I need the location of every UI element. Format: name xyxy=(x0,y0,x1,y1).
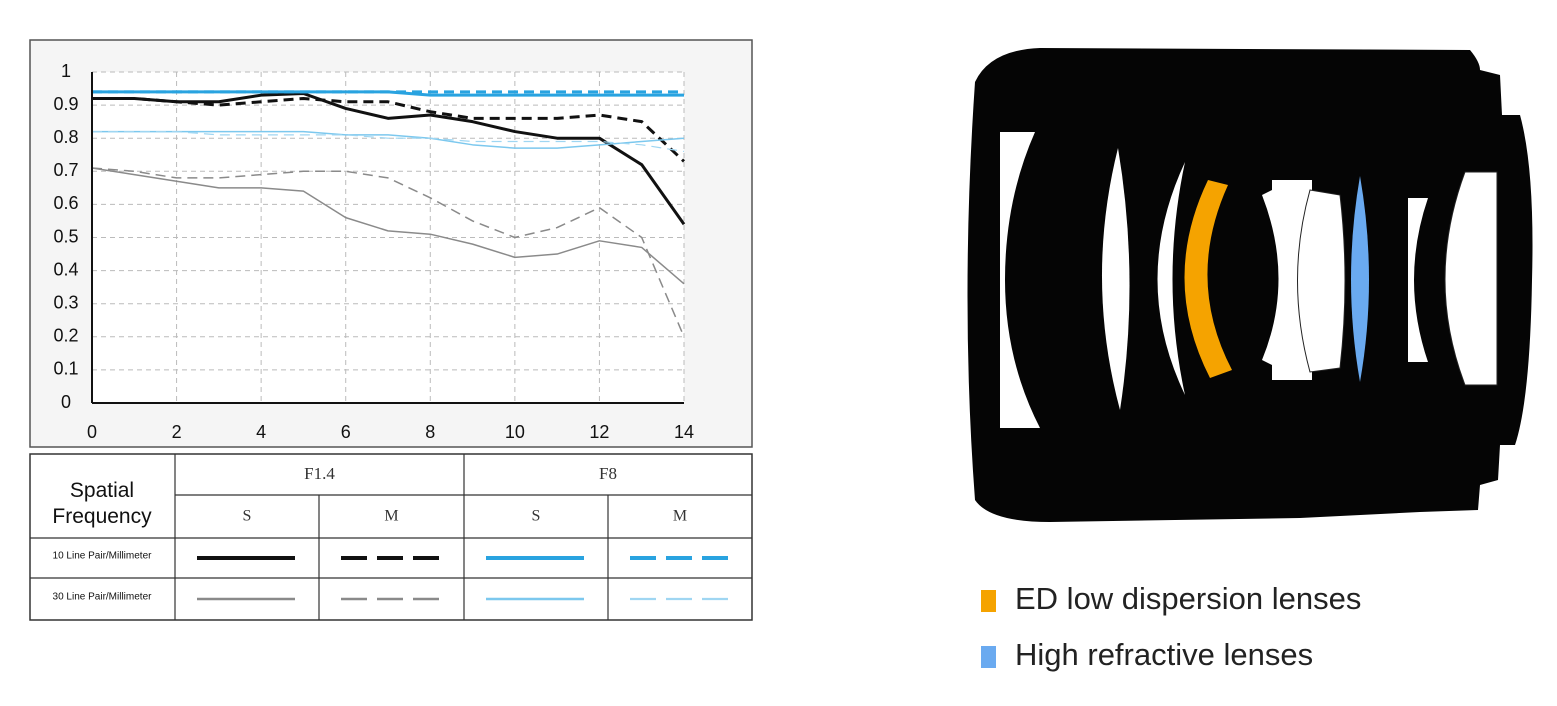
x-tick-label: 0 xyxy=(87,422,97,442)
series-line xyxy=(91,167,685,285)
x-tick-label: 6 xyxy=(341,422,351,442)
lens-diagram xyxy=(967,48,1533,522)
lens-legend-label: ED low dispersion lenses xyxy=(1015,581,1361,616)
series-line xyxy=(92,96,686,163)
x-tick-label: 2 xyxy=(172,422,182,442)
lines xyxy=(91,90,686,338)
y-tick-label: 0.2 xyxy=(53,326,78,346)
y-tick-label: 0.8 xyxy=(53,127,78,147)
y-tick-label: 0.1 xyxy=(53,359,78,379)
y-tick-label: 0.6 xyxy=(53,193,78,213)
series-line xyxy=(91,167,685,338)
aperture-label: F8 xyxy=(599,464,617,483)
aperture-label: F1.4 xyxy=(304,464,335,483)
y-tick-label: 0.9 xyxy=(53,94,78,114)
y-tick-label: 0.5 xyxy=(53,226,78,246)
lens-legend: ED low dispersion lenses High refractive … xyxy=(981,581,1361,672)
series-line xyxy=(92,130,685,153)
table-header: Spatial Frequency xyxy=(52,479,152,528)
frequency-label: 10 Line Pair/Millimeter xyxy=(53,551,153,562)
lens-legend-label: High refractive lenses xyxy=(1015,637,1313,672)
table-frame xyxy=(29,453,753,621)
x-tick-label: 4 xyxy=(256,422,266,442)
direction-label: S xyxy=(243,508,252,525)
direction-label: M xyxy=(673,508,687,525)
x-tick-label: 10 xyxy=(505,422,525,442)
y-tick-label: 0.3 xyxy=(53,292,78,312)
legend-table: Spatial Frequency F1.4 F8 S M S M 10 Line Pair/M… xyxy=(29,453,753,621)
x-tick-label: 8 xyxy=(425,422,435,442)
lens-legend-swatch xyxy=(981,590,996,612)
y-tick-label: 0.4 xyxy=(53,259,78,279)
y-tick-label: 0 xyxy=(61,392,71,412)
y-tick-label: 0.7 xyxy=(53,160,78,180)
x-tick-label: 14 xyxy=(674,422,694,442)
direction-label: S xyxy=(532,508,541,525)
lens-legend-swatch xyxy=(981,646,996,668)
frequency-label: 30 Line Pair/Millimeter xyxy=(53,592,153,603)
series-line xyxy=(92,130,685,149)
direction-label: M xyxy=(384,508,398,525)
plot-area xyxy=(92,72,684,403)
y-tick-label: 1 xyxy=(61,61,71,81)
x-tick-label: 12 xyxy=(589,422,609,442)
